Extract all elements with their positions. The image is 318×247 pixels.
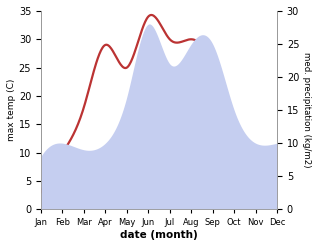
Y-axis label: med. precipitation (kg/m2): med. precipitation (kg/m2) <box>302 52 311 168</box>
Y-axis label: max temp (C): max temp (C) <box>7 79 16 141</box>
X-axis label: date (month): date (month) <box>120 230 198 240</box>
